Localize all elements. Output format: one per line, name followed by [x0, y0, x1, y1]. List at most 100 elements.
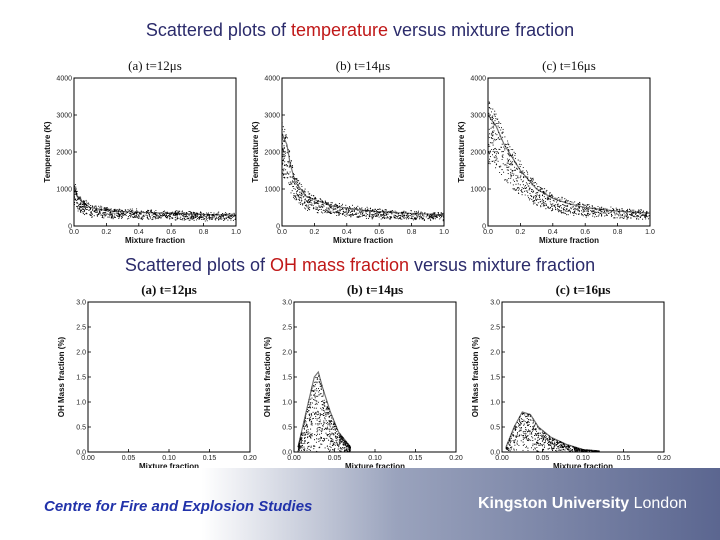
- scatter-point: [547, 206, 549, 208]
- scatter-point: [223, 217, 225, 219]
- scatter-point: [152, 213, 154, 215]
- scatter-point: [534, 428, 536, 430]
- scatter-point: [332, 209, 334, 211]
- scatter-point: [427, 218, 429, 220]
- scatter-point: [76, 200, 78, 202]
- scatter-point: [310, 428, 312, 430]
- scatter-point: [634, 210, 636, 212]
- scatter-point: [94, 206, 96, 208]
- scatter-point: [135, 216, 137, 218]
- scatter-point: [497, 125, 499, 127]
- scatter-point: [532, 426, 534, 428]
- scatter-point: [317, 410, 319, 412]
- scatter-point: [94, 205, 96, 207]
- scatter-point: [510, 172, 512, 174]
- scatter-point: [84, 205, 86, 207]
- scatter-point: [332, 449, 334, 451]
- scatter-point: [533, 426, 535, 428]
- scatter-point: [118, 216, 120, 218]
- scatter-point: [618, 214, 620, 216]
- scatter-point: [283, 145, 285, 147]
- scatter-point: [340, 208, 343, 211]
- scatter-point: [401, 214, 403, 216]
- scatter-point: [387, 217, 389, 219]
- scatter-point: [506, 165, 508, 167]
- scatter-point: [347, 446, 349, 448]
- scatter-point: [505, 143, 507, 146]
- scatter-point: [202, 218, 204, 220]
- scatter-point: [417, 216, 419, 218]
- scatter-point: [493, 113, 495, 115]
- scatter-point: [320, 432, 323, 434]
- scatter-point: [419, 215, 421, 217]
- scatter-point: [339, 448, 341, 450]
- scatter-point: [558, 209, 560, 211]
- scatter-point: [565, 210, 567, 212]
- scatter-point: [338, 441, 340, 443]
- scatter-point: [538, 443, 540, 445]
- scatter-point: [335, 437, 337, 439]
- scatter-point: [531, 189, 533, 191]
- scatter-point: [303, 449, 305, 452]
- scatter-point: [343, 443, 345, 445]
- scatter-point: [283, 147, 285, 149]
- scatter-point: [313, 445, 315, 447]
- scatter-point: [534, 447, 536, 449]
- scatter-point: [528, 423, 530, 426]
- scatter-point: [124, 213, 126, 215]
- scatter-point: [505, 164, 507, 166]
- scatter-point: [336, 207, 338, 209]
- scatter-point: [95, 205, 97, 207]
- scatter-point: [519, 184, 521, 186]
- scatter-point: [89, 213, 91, 215]
- scatter-point: [623, 215, 625, 217]
- scatter-point: [209, 219, 211, 221]
- scatter-point: [307, 201, 309, 204]
- scatter-point: [148, 214, 151, 216]
- scatter-point: [543, 446, 545, 449]
- scatter-point: [174, 214, 176, 216]
- scatter-point: [578, 451, 580, 453]
- scatter-point: [283, 149, 285, 151]
- scatter-point: [83, 211, 85, 213]
- scatter-point: [314, 434, 316, 436]
- scatter-point: [196, 219, 198, 221]
- scatter-point: [561, 196, 563, 198]
- scatter-point: [531, 436, 533, 438]
- scatter-point: [358, 215, 360, 217]
- scatter-point: [316, 378, 318, 380]
- scatter-point: [136, 217, 138, 219]
- scatter-point: [160, 215, 163, 217]
- scatter-point: [508, 449, 510, 451]
- scatter-point: [604, 210, 606, 212]
- scatter-point: [507, 162, 509, 164]
- scatter-point: [636, 215, 638, 217]
- scatter-point: [324, 417, 326, 419]
- scatter-point: [195, 215, 197, 217]
- scatter-point: [570, 450, 572, 452]
- scatter-point: [595, 211, 597, 213]
- scatter-point: [314, 395, 316, 398]
- scatter-point: [527, 420, 529, 422]
- scatter-point: [497, 118, 499, 120]
- scatter-point: [349, 447, 351, 449]
- scatter-point: [532, 437, 534, 439]
- scatter-point: [281, 147, 283, 149]
- scatter-point: [314, 389, 316, 391]
- scatter-point: [281, 143, 284, 145]
- scatter-point: [308, 407, 310, 409]
- scatter-point: [310, 414, 312, 416]
- scatter-point: [227, 216, 229, 218]
- scatter-point: [334, 428, 336, 430]
- scatter-point: [338, 210, 340, 212]
- scatter-point: [328, 415, 330, 417]
- x-tick-label: 0.8: [407, 229, 417, 236]
- x-tick-label: 0.6: [374, 229, 384, 236]
- scatter-point: [312, 411, 314, 413]
- scatter-point: [600, 211, 602, 213]
- scatter-point: [391, 217, 393, 219]
- scatter-point: [131, 208, 133, 210]
- scatter-point: [601, 213, 603, 215]
- scatter-point: [539, 437, 541, 440]
- scatter-point: [601, 210, 603, 212]
